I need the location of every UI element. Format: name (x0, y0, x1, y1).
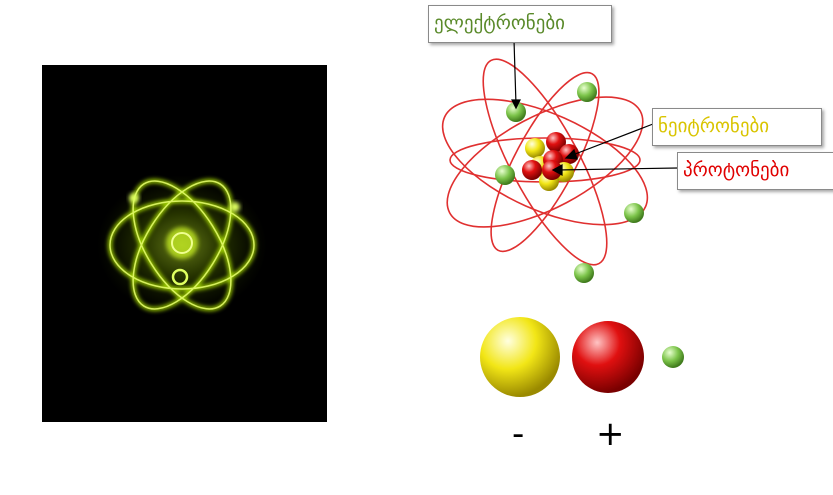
proton (546, 132, 566, 152)
electron (506, 102, 526, 122)
plus-sign: + (596, 414, 625, 454)
nucleus (522, 132, 579, 191)
electron (495, 165, 515, 185)
large-neutron-sphere (480, 317, 560, 397)
large-proton-sphere (572, 321, 644, 393)
orbit-2 (441, 98, 649, 226)
neutron (525, 138, 545, 158)
minus-sign: - (512, 414, 525, 454)
electron (577, 82, 597, 102)
electron (624, 203, 644, 223)
protons-label: პროტონები (677, 152, 833, 190)
electron (574, 263, 594, 283)
orbit-3 (446, 96, 644, 228)
glowing-atom-image (42, 65, 327, 422)
proton (522, 160, 542, 180)
callout-pointers (511, 39, 679, 177)
electrons (495, 82, 644, 283)
neutrons-label: ნეიტრონები (652, 108, 822, 146)
electrons-label: ელექტრონები (428, 5, 612, 43)
small-electron-sphere (662, 346, 684, 368)
